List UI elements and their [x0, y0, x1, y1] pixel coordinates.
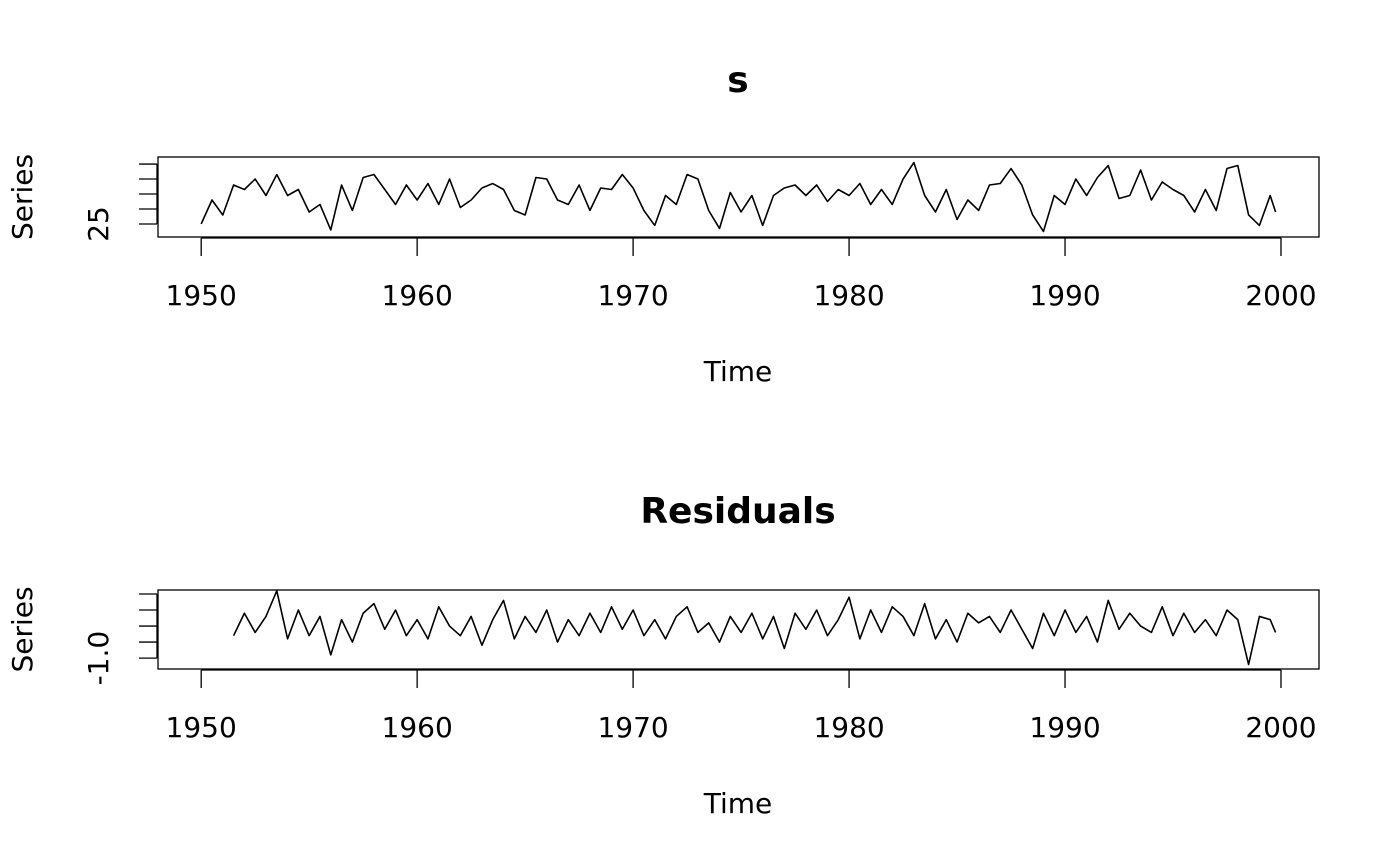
y-tick-label: 25 — [82, 206, 115, 242]
x-tick-label: 1970 — [597, 279, 668, 312]
x-axis-label: Time — [703, 787, 773, 820]
x-tick-label: 1980 — [813, 711, 884, 744]
x-tick-label: 2000 — [1245, 279, 1316, 312]
x-tick-label: 1990 — [1029, 279, 1100, 312]
x-axis-label: Time — [703, 355, 773, 388]
y-axis-label: Series — [6, 154, 39, 240]
series-line — [200, 161, 1277, 233]
x-tick-label: 1990 — [1029, 711, 1100, 744]
x-tick-label: 1960 — [382, 279, 453, 312]
chart-title: Residuals — [640, 491, 835, 532]
x-tick-label: 1970 — [597, 711, 668, 744]
series-line — [232, 590, 1277, 666]
plot-frame — [157, 156, 1320, 238]
x-tick-label: 2000 — [1245, 711, 1316, 744]
plot-frame — [157, 589, 1320, 670]
x-tick-label: 1950 — [166, 279, 237, 312]
chart-title: s — [727, 60, 748, 101]
y-tick-label: -1.0 — [82, 631, 115, 686]
y-axis-label: Series — [6, 586, 39, 672]
x-tick-label: 1960 — [382, 711, 453, 744]
x-tick-label: 1980 — [813, 279, 884, 312]
x-tick-label: 1950 — [166, 711, 237, 744]
